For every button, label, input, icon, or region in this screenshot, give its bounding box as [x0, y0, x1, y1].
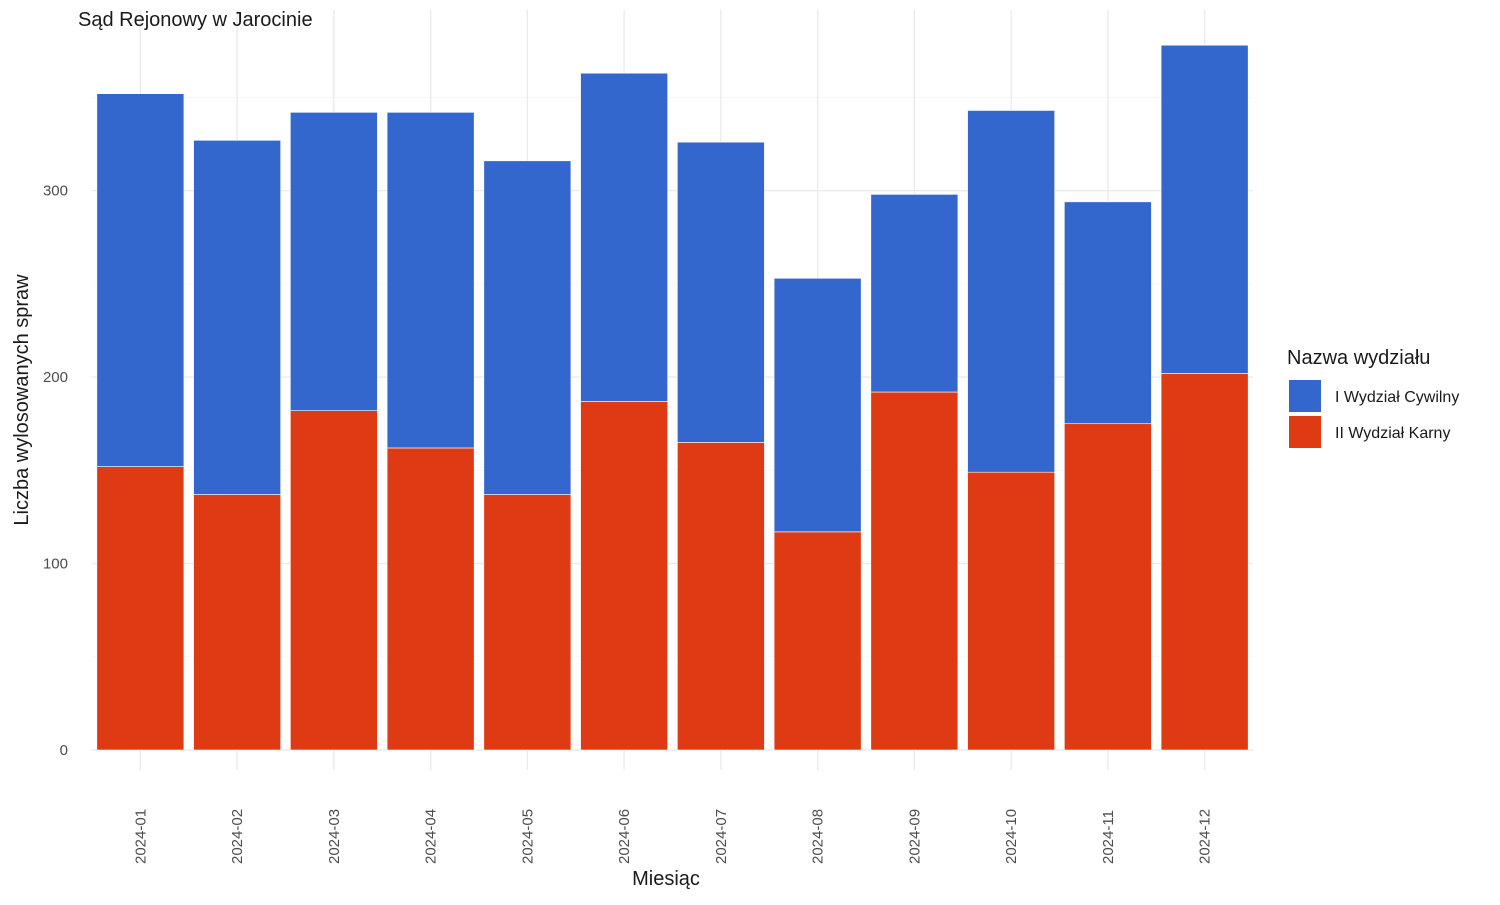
bar-2024-05-i-wydział-cywilny [483, 160, 572, 495]
bar-2024-01-i-wydział-cywilny [96, 93, 185, 467]
x-tick-label: 2024-05 [519, 809, 536, 864]
bar-2024-04-ii-wydział-karny [386, 447, 475, 751]
x-tick-label: 2024-07 [713, 809, 730, 864]
x-tick-label: 2024-06 [616, 809, 633, 864]
bar-2024-12-ii-wydział-karny [1160, 373, 1249, 751]
x-tick-label: 2024-10 [1003, 809, 1020, 864]
y-tick-label: 0 [60, 742, 68, 759]
y-axis-title: Liczba wylosowanych spraw [11, 274, 33, 526]
legend-items: I Wydział Cywilny II Wydział Karny [1289, 380, 1459, 448]
x-tick-label: 2024-09 [906, 809, 923, 864]
bar-2024-05-ii-wydział-karny [483, 494, 572, 751]
legend-label: I Wydział Cywilny [1335, 389, 1459, 406]
y-tick-label: 200 [43, 369, 68, 386]
x-axis-title: Miesiąc [632, 868, 700, 890]
x-tick-label: 2024-11 [1100, 810, 1117, 864]
bar-2024-04-i-wydział-cywilny [386, 112, 475, 449]
bar-2024-07-ii-wydział-karny [677, 442, 765, 751]
x-axis-ticks: 2024-01 2024-02 2024-03 2024-04 2024-05 2024-… [132, 809, 1213, 864]
x-tick-label: 2024-04 [423, 809, 440, 864]
bar-2024-02-ii-wydział-karny [193, 494, 281, 751]
x-tick-label: 2024-08 [810, 809, 827, 864]
bar-2024-08-ii-wydział-karny [773, 531, 862, 751]
bar-2024-03-ii-wydział-karny [290, 410, 378, 751]
bar-2024-06-ii-wydział-karny [580, 401, 668, 751]
y-axis-ticks: 0 100 200 300 [43, 183, 68, 759]
bar-2024-07-i-wydział-cywilny [677, 141, 765, 443]
bar-2024-06-i-wydział-cywilny [580, 72, 668, 402]
bars [96, 44, 1249, 751]
x-tick-label: 2024-02 [229, 809, 246, 864]
bar-2024-03-i-wydział-cywilny [290, 112, 378, 411]
bar-2024-09-ii-wydział-karny [870, 391, 959, 751]
legend-swatch [1289, 380, 1321, 412]
bar-2024-12-i-wydział-cywilny [1160, 44, 1249, 374]
legend-label: II Wydział Karny [1335, 425, 1450, 442]
bar-2024-11-ii-wydział-karny [1064, 423, 1152, 751]
x-tick-label: 2024-03 [326, 809, 343, 864]
legend: Nazwa wydziału I Wydział Cywilny II Wydzi… [1287, 347, 1459, 448]
bar-2024-10-i-wydział-cywilny [967, 110, 1055, 473]
x-tick-label: 2024-01 [132, 809, 149, 864]
bar-2024-09-i-wydział-cywilny [870, 194, 959, 393]
legend-swatch [1289, 416, 1321, 448]
bar-2024-08-i-wydział-cywilny [773, 277, 862, 533]
bar-2024-01-ii-wydział-karny [96, 466, 185, 751]
chart-title: Sąd Rejonowy w Jarocinie [78, 9, 313, 31]
y-tick-label: 100 [43, 556, 68, 573]
bar-2024-10-ii-wydział-karny [967, 471, 1055, 751]
bar-2024-02-i-wydział-cywilny [193, 140, 281, 495]
legend-title: Nazwa wydziału [1287, 347, 1430, 369]
bar-2024-11-i-wydział-cywilny [1064, 201, 1152, 425]
y-tick-label: 300 [43, 183, 68, 200]
x-tick-label: 2024-12 [1197, 809, 1214, 864]
